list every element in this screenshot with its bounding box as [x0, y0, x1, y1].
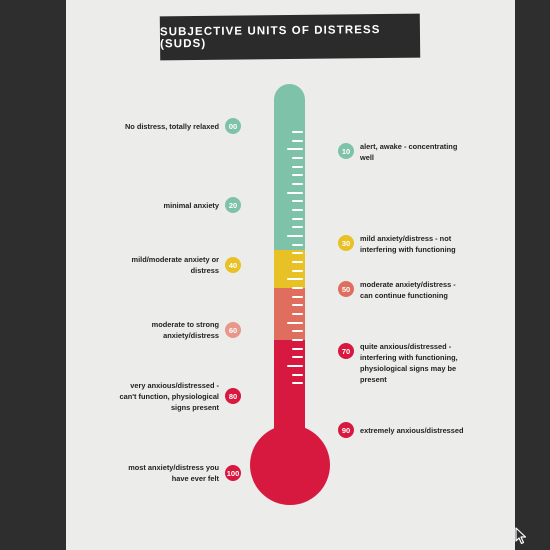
level-value: 80: [228, 391, 238, 401]
level-description: minimal anxiety: [164, 200, 219, 211]
thermometer-tick: [292, 348, 303, 350]
level-value: 40: [228, 260, 238, 270]
thermometer-tick: [287, 278, 303, 280]
level-description-line: interfering with functioning: [360, 245, 456, 254]
level-value: 100: [226, 468, 240, 478]
thermometer-tick: [292, 131, 303, 133]
title-banner: SUBJECTIVE UNITS OF DISTRESS (SUDS): [159, 13, 421, 61]
thermometer-tick: [292, 166, 303, 168]
thermometer-tick: [292, 313, 303, 315]
level-value: 10: [341, 146, 351, 156]
thermometer-tick: [292, 287, 303, 289]
thermometer-tick: [292, 174, 303, 176]
level-description: moderate anxiety/distress - can continue …: [360, 279, 456, 301]
thermometer-tick: [287, 235, 303, 237]
level-description-line: anxiety/distress: [163, 331, 219, 340]
level-description-line: very anxious/distressed -: [130, 380, 219, 390]
thermometer-tick: [292, 261, 303, 263]
level-value: 20: [228, 200, 238, 210]
thermometer-tick: [292, 339, 303, 341]
mouse-cursor-icon: [515, 527, 527, 545]
level-value: 00: [228, 121, 238, 131]
level-description: moderate to strong anxiety/distress: [152, 319, 219, 341]
level-description-line: moderate to strong: [151, 320, 219, 329]
level-description-line: most anxiety/distress you: [128, 463, 219, 472]
thermometer-tick: [287, 148, 303, 150]
thermometer-tick: [292, 296, 303, 298]
thermometer-tick: [292, 157, 303, 159]
level-badge: 10: [338, 143, 354, 159]
thermometer-tick: [292, 304, 303, 306]
level-description-line: extremely anxious/distressed: [360, 425, 464, 435]
thermometer-tick: [292, 200, 303, 202]
level-description: quite anxious/distressed - interfering wi…: [360, 341, 458, 385]
thermometer-tick: [287, 192, 303, 194]
level-description: most anxiety/distress you have ever felt: [128, 462, 219, 484]
thermometer-tick: [292, 330, 303, 332]
level-badge: 40: [225, 257, 241, 273]
level-description-line: can continue functioning: [360, 291, 448, 300]
thermometer-tick: [292, 374, 303, 376]
level-badge: 100: [225, 465, 241, 481]
level-badge: 30: [338, 235, 354, 251]
level-description-line: well: [360, 153, 374, 162]
level-description-line: present: [360, 375, 387, 384]
level-description-line: signs present: [170, 402, 219, 412]
level-badge: 50: [338, 281, 354, 297]
thermometer-segment-yellow: [274, 250, 305, 288]
level-description: mild anxiety/distress - not interfering w…: [360, 233, 456, 255]
level-value: 60: [228, 325, 238, 335]
thermometer-tick: [292, 252, 303, 254]
level-badge: 60: [225, 322, 241, 338]
level-value: 90: [341, 425, 351, 435]
level-description-line: distress: [190, 266, 219, 275]
level-description-line: mild anxiety/distress - not: [360, 234, 452, 243]
level-value: 30: [341, 238, 351, 248]
level-description: mild/moderate anxiety or distress: [132, 254, 219, 276]
level-value: 70: [341, 346, 351, 356]
level-description-line: physiological signs may be: [360, 364, 457, 373]
level-description-line: quite anxious/distressed -: [360, 342, 452, 351]
page-title: SUBJECTIVE UNITS OF DISTRESS (SUDS): [159, 24, 381, 51]
thermometer-tick: [292, 270, 303, 272]
level-badge: 70: [338, 343, 354, 359]
thermometer-tick: [292, 382, 303, 384]
level-badge: 20: [225, 197, 241, 213]
level-description: No distress, totally relaxed: [125, 121, 219, 132]
thermometer-tick: [287, 365, 303, 367]
level-description: alert, awake - concentrating well: [360, 141, 457, 163]
thermometer-tick: [292, 218, 303, 220]
level-badge: 90: [338, 422, 354, 438]
level-value: 50: [341, 284, 351, 294]
thermometer-tick: [292, 226, 303, 228]
thermometer-tick: [292, 140, 303, 142]
thermometer-tick: [292, 183, 303, 185]
level-badge: 00: [225, 118, 241, 134]
level-description: extremely anxious/distressed: [360, 425, 464, 436]
level-badge: 80: [225, 388, 241, 404]
level-description: very anxious/distressed - can't function,…: [120, 380, 220, 413]
thermometer-tick: [292, 209, 303, 211]
thermometer-tick: [287, 322, 303, 324]
level-description-line: interfering with functioning,: [360, 353, 458, 362]
thermometer-tick: [292, 356, 303, 358]
level-description-line: No distress, totally relaxed: [124, 121, 219, 131]
level-description-line: minimal anxiety: [163, 200, 219, 210]
thermometer-bulb: [250, 425, 330, 505]
level-description-line: have ever felt: [171, 474, 219, 483]
level-description-line: mild/moderate anxiety or: [131, 255, 219, 264]
level-description-line: can't function, physiological: [119, 391, 220, 401]
thermometer-tick: [292, 244, 303, 246]
level-description-line: moderate anxiety/distress -: [360, 280, 456, 289]
level-description-line: alert, awake - concentrating: [360, 142, 458, 151]
